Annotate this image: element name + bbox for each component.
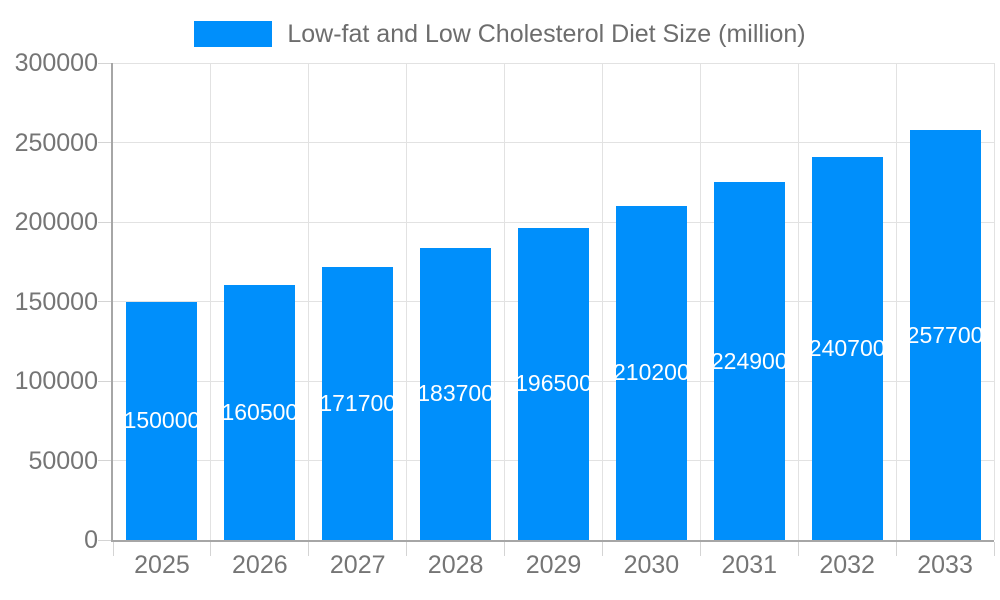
v-gridline [895,63,897,540]
x-axis-labels: 2025 2026 2027 2028 2029 2030 2031 2032 2033 [113,553,994,587]
bar-2032[interactable]: 240700 [811,157,883,540]
bar-2026[interactable]: 160500 [224,284,296,540]
y-axis-line [111,63,113,540]
h-gridline [113,142,994,143]
x-axis-category-label: 2031 [721,551,778,579]
bar-2033[interactable]: 257700 [909,130,981,540]
bar-2028[interactable]: 183700 [420,247,492,540]
x-axis-tick [797,542,799,556]
bar-2027[interactable]: 171700 [322,267,394,540]
legend-label: Low-fat and Low Cholesterol Diet Size (m… [287,19,806,48]
bar-data-label: 257700 [909,321,981,348]
y-axis-tick-label: 250000 [14,128,98,157]
x-axis-category-label: 2026 [232,551,288,579]
y-axis-tick [98,142,111,143]
x-axis-tick [406,542,408,556]
v-gridline [993,63,995,540]
x-axis-tick [210,542,212,556]
x-axis-category-label: 2029 [525,551,582,579]
y-axis-tick [98,301,111,302]
y-axis-tick [98,460,111,461]
v-gridline [601,63,603,540]
x-axis-category-label: 2032 [819,551,875,579]
bar-data-label: 224900 [713,347,785,374]
bar-2025[interactable]: 150000 [126,301,198,540]
bar-data-label: 171700 [322,390,394,416]
v-gridline [797,63,799,540]
y-axis-tick [98,539,111,541]
x-axis-category-label: 2033 [917,551,973,579]
y-axis-tick [98,62,111,64]
v-gridline [308,63,310,540]
legend-swatch [194,21,273,47]
x-axis-tick [699,542,701,556]
x-axis-category-label: 2027 [329,551,386,579]
x-axis-category-label: 2025 [134,551,190,579]
v-gridline [504,63,506,540]
x-axis-category-label: 2028 [427,551,484,579]
bar-data-label: 150000 [126,407,198,434]
y-axis-labels: 0 50000 100000 150000 200000 250000 300000 [0,51,98,553]
v-gridline [406,63,408,540]
x-axis-tick [308,542,310,556]
h-gridline [113,62,994,64]
x-axis-tick [601,542,603,556]
y-axis-tick-label: 200000 [14,208,98,236]
x-axis-tick [993,542,995,556]
y-axis-tick [98,221,111,223]
bar-2029[interactable]: 196500 [518,227,589,540]
bar-data-label: 240700 [811,335,883,362]
plot-area: 150000 160500 171700 183700 196500 210200 2249… [98,62,995,556]
bar-data-label: 196500 [518,370,589,397]
bar-2031[interactable]: 224900 [713,182,785,540]
x-axis-line [111,540,994,542]
x-axis-tick [504,542,506,556]
v-gridline [210,63,212,540]
y-axis-tick-label: 100000 [14,367,98,395]
y-axis-tick-label: 300000 [14,49,98,77]
bar-data-label: 210200 [615,359,687,386]
x-axis-tick [895,542,897,556]
v-gridline [699,63,701,540]
y-axis-tick [98,380,111,382]
y-axis-tick-label: 50000 [28,446,98,475]
x-axis-tick [112,542,114,556]
chart-legend[interactable]: Low-fat and Low Cholesterol Diet Size (m… [0,16,1000,52]
bar-data-label: 160500 [224,398,296,425]
bar-2030[interactable]: 210200 [615,205,687,540]
bar-data-label: 183700 [420,380,492,407]
y-axis-tick-label: 0 [84,526,98,554]
h-gridline [113,221,994,223]
y-axis-tick-label: 150000 [14,287,98,316]
x-axis-category-label: 2030 [623,551,680,579]
